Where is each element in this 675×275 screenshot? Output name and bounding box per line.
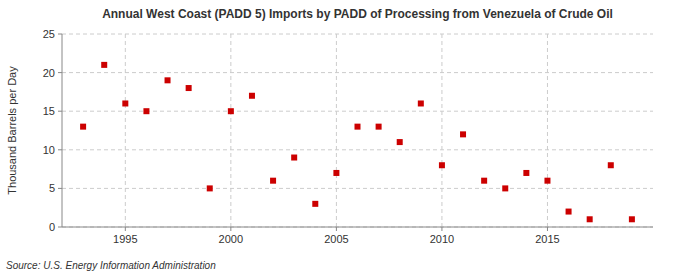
point: [418, 100, 424, 106]
x-tick-label: 2005: [324, 233, 348, 245]
axes: 1995 2000 2005 2010 2015 0 5 10 15 20 25: [43, 28, 653, 245]
point: [523, 170, 529, 176]
y-grid-line: [62, 227, 653, 228]
chart-container: Annual West Coast (PADD 5) Imports by PA…: [0, 0, 675, 275]
x-tick: [441, 227, 442, 231]
y-tick-label: 10: [43, 144, 55, 156]
y-tick: [58, 227, 62, 228]
x-tick: [336, 227, 337, 231]
point: [460, 131, 466, 137]
y-tick-label: 25: [43, 28, 55, 40]
y-tick-label: 15: [43, 105, 55, 117]
y-tick: [58, 149, 62, 150]
x-tick-label: 2015: [535, 233, 559, 245]
y-tick: [58, 111, 62, 112]
y-axis-line: [62, 34, 63, 227]
y-tick-label: 5: [49, 182, 55, 194]
x-tick-label: 1995: [113, 233, 137, 245]
point: [629, 216, 635, 222]
point: [587, 216, 593, 222]
y-grid-line: [62, 111, 653, 112]
point: [270, 178, 276, 184]
y-tick: [58, 188, 62, 189]
point: [249, 93, 255, 99]
point: [122, 100, 128, 106]
chart: Annual West Coast (PADD 5) Imports by PA…: [0, 0, 675, 275]
point: [165, 77, 171, 83]
y-grid-line: [62, 72, 653, 73]
x-grid-line: [125, 34, 126, 227]
y-axis-label: Thousand Barrels per Day: [6, 66, 18, 195]
y-tick-label: 20: [43, 67, 55, 79]
point: [101, 62, 107, 68]
point: [291, 155, 297, 161]
point: [207, 185, 213, 191]
x-tick-label: 2010: [430, 233, 454, 245]
point: [608, 162, 614, 168]
y-tick: [58, 34, 62, 35]
point: [355, 124, 361, 130]
source: Source: U.S. Energy Information Administ…: [6, 260, 216, 271]
point: [397, 139, 403, 145]
x-grid-line: [547, 34, 548, 227]
point: [186, 85, 192, 91]
title: Annual West Coast (PADD 5) Imports by PA…: [102, 7, 613, 21]
point: [80, 124, 86, 130]
x-grid-line: [230, 34, 231, 227]
x-tick: [230, 227, 231, 231]
y-tick: [58, 72, 62, 73]
y-tick-label: 0: [49, 221, 55, 233]
point: [312, 201, 318, 207]
point: [544, 178, 550, 184]
point: [376, 124, 382, 130]
x-axis-line: [62, 227, 653, 228]
point: [333, 170, 339, 176]
x-tick-label: 2000: [219, 233, 243, 245]
x-grid-line: [336, 34, 337, 227]
points: [80, 62, 635, 222]
point: [566, 209, 572, 215]
point: [228, 108, 234, 114]
x-grid-line: [441, 34, 442, 227]
x-tick: [125, 227, 126, 231]
grid: [62, 34, 653, 227]
y-grid-line: [62, 149, 653, 150]
y-grid-line: [62, 34, 653, 35]
y-grid-line: [62, 188, 653, 189]
point: [502, 185, 508, 191]
x-tick: [547, 227, 548, 231]
point: [143, 108, 149, 114]
point: [439, 162, 445, 168]
point: [481, 178, 487, 184]
